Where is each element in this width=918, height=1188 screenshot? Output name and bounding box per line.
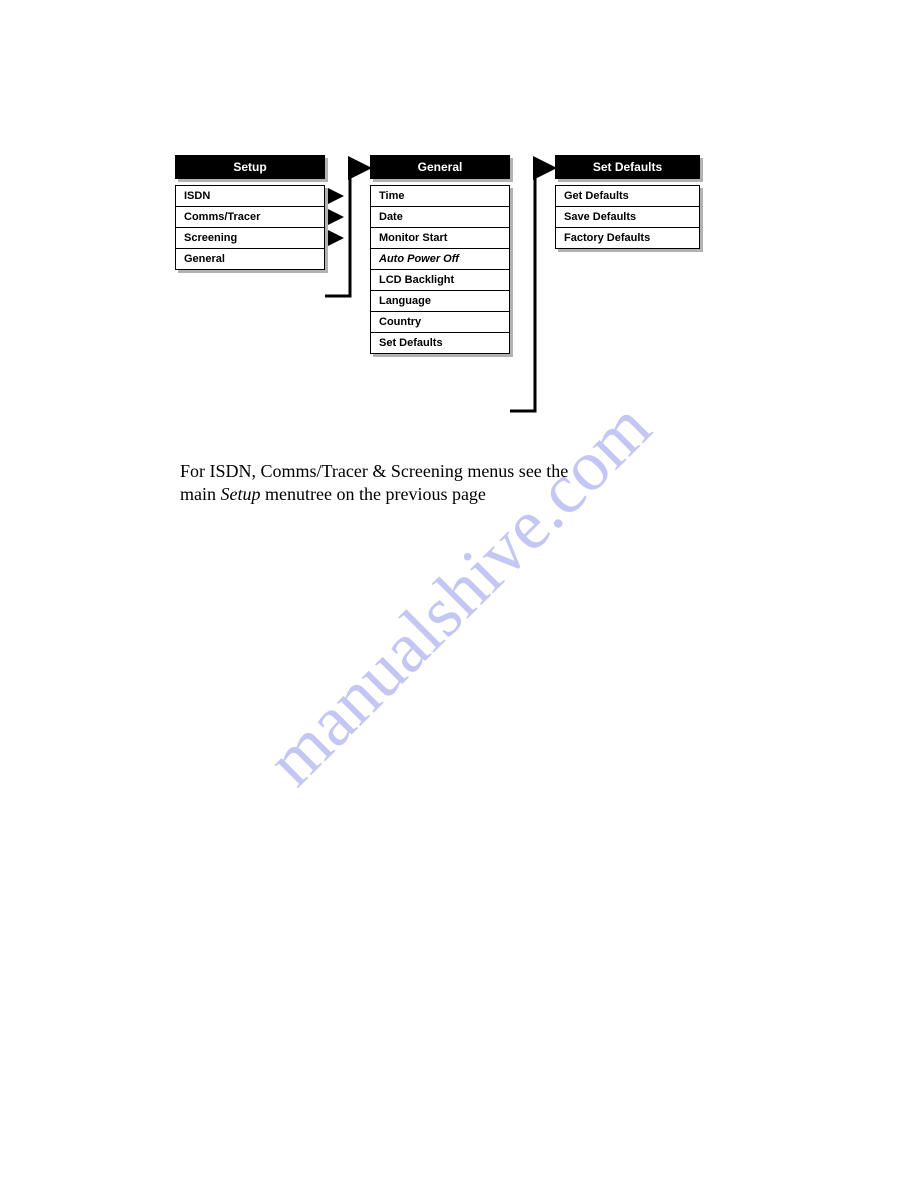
caption-line-2-italic: Setup <box>221 484 261 504</box>
caption-line-2-before: main <box>180 484 221 504</box>
caption-line-1: For ISDN, Comms/Tracer & Screening menus… <box>180 461 568 481</box>
connector-setup-general <box>325 168 366 296</box>
caption-line-2-after: menutree on the previous page <box>261 484 486 504</box>
connector-general-setdefaults <box>510 168 551 411</box>
caption-text: For ISDN, Comms/Tracer & Screening menus… <box>180 460 568 507</box>
connector-lines <box>175 155 735 435</box>
watermark-text: manualshive.com <box>251 386 667 802</box>
